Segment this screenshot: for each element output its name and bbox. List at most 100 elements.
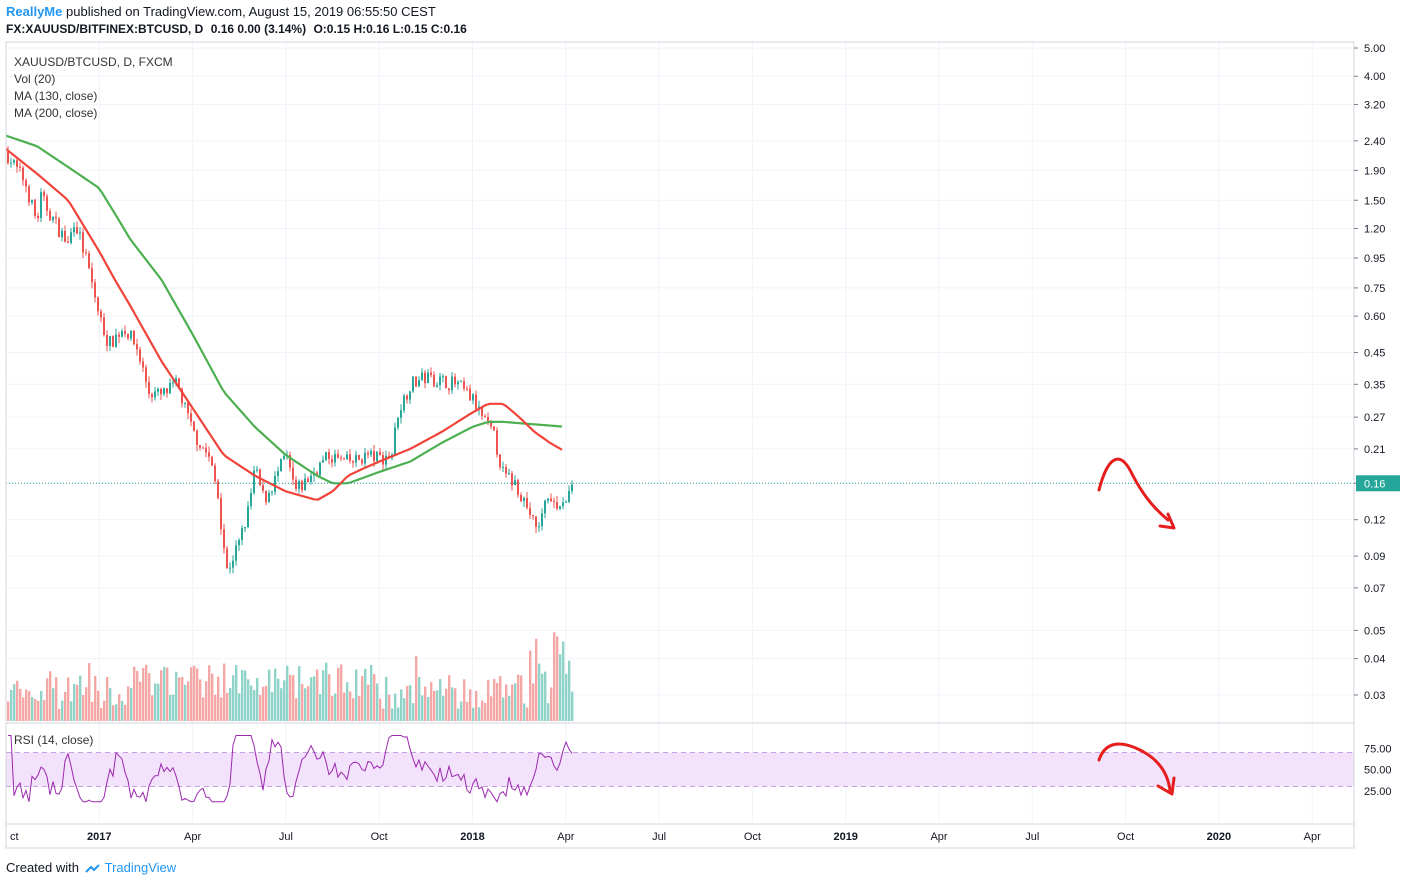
y-tick-label: 0.45 (1364, 348, 1385, 360)
x-tick-label: ct (10, 831, 19, 843)
volume-bar (358, 695, 361, 721)
author-name[interactable]: ReallyMe (6, 4, 63, 19)
volume-bar (568, 660, 571, 721)
volume-bar (445, 688, 448, 721)
rsi-legend: RSI (14, close) (14, 733, 94, 747)
volume-bar (343, 692, 346, 721)
candle-body (178, 378, 180, 389)
volume-bar (172, 694, 175, 721)
volume-bar (97, 690, 100, 721)
volume-bar (400, 689, 403, 721)
candle-body (547, 498, 549, 501)
volume-bar (265, 685, 268, 721)
chart-lines (5, 134, 1354, 803)
volume-bar (529, 650, 532, 721)
candle-body (475, 394, 477, 410)
rsi-tick-label: 50.00 (1364, 765, 1392, 777)
volume-bar (373, 674, 376, 721)
x-tick-label: Jul (1025, 831, 1039, 843)
ohlc-values: O:0.15 H:0.16 L:0.15 C:0.16 (313, 22, 467, 36)
candle-body (301, 481, 303, 491)
candle-body (220, 498, 222, 530)
candle-body (469, 388, 471, 401)
volume-bar (139, 681, 142, 721)
last-price-label: 0.16 (1364, 478, 1385, 490)
volume-bar (553, 632, 556, 721)
volume-bar (565, 673, 568, 721)
candle-body (502, 467, 504, 469)
candle-body (187, 402, 189, 414)
volume-bar (295, 698, 298, 721)
candle-body (364, 452, 366, 464)
volume-bar (385, 676, 388, 721)
y-tick-label: 0.27 (1364, 412, 1385, 424)
volume-bar (424, 686, 427, 721)
candle-body (442, 376, 444, 378)
candle-body (130, 330, 132, 339)
volume-bar (250, 685, 253, 721)
volume-bar (304, 688, 307, 721)
candle-body (418, 380, 420, 387)
volume-bar (328, 674, 331, 721)
candle-body (541, 513, 543, 527)
volume-bar (106, 676, 109, 721)
candle-body (514, 480, 516, 486)
candle-body (298, 481, 300, 489)
candle-body (304, 478, 306, 491)
candle-body (340, 457, 342, 459)
candle-body (466, 388, 468, 390)
candle-body (337, 453, 339, 458)
volume-bar (178, 677, 181, 721)
x-tick-label: Apr (557, 831, 574, 843)
volume-bar (340, 664, 343, 721)
candle-body (142, 361, 144, 368)
rsi-arrow-head (1156, 776, 1176, 796)
volume-bar (37, 700, 40, 721)
volume-bar (94, 675, 97, 721)
candle-body (349, 454, 351, 461)
footer-brand[interactable]: TradingView (104, 860, 177, 875)
price-forecast-arrow (1097, 457, 1170, 522)
volume-bar (241, 669, 244, 721)
volume-bar (73, 684, 76, 721)
candle-body (235, 545, 237, 561)
candle-body (505, 467, 507, 474)
candle-body (529, 507, 531, 515)
chart-axes: 5.00 4.00 3.20 2.40 1.90 1.50 1.20 0.95 0.75 0.60… (5, 41, 1400, 849)
volume-bar (271, 692, 274, 721)
volume-bar (16, 680, 19, 721)
volume-bar (118, 694, 121, 721)
volume-bar (382, 708, 385, 721)
volume-bar (19, 688, 22, 721)
candle-body (490, 420, 492, 427)
volume-bar (520, 675, 523, 721)
volume-bars (7, 632, 574, 721)
volume-bar (466, 701, 469, 721)
candle-body (241, 528, 243, 541)
candle-body (550, 498, 552, 502)
candle-body (103, 317, 105, 335)
volume-bar (571, 691, 574, 721)
volume-bar (220, 697, 223, 721)
volume-bar (427, 696, 430, 721)
candle-body (139, 349, 141, 362)
volume-bar (76, 684, 79, 721)
candle-body (265, 490, 267, 503)
candle-body (268, 492, 270, 503)
volume-bar (136, 670, 139, 721)
volume-bar (130, 687, 133, 721)
candle-body (319, 462, 321, 476)
candle-body (37, 215, 39, 219)
candle-body (559, 506, 561, 509)
y-tick-label: 3.20 (1364, 99, 1385, 111)
candle-body (568, 490, 570, 502)
volume-bar (115, 704, 118, 721)
candle-body (394, 427, 396, 455)
candle-body (250, 492, 252, 507)
candle-body (511, 473, 513, 486)
volume-bar (277, 678, 280, 721)
volume-bar (229, 687, 232, 721)
volume-bar (556, 636, 559, 721)
volume-bar (79, 675, 82, 721)
